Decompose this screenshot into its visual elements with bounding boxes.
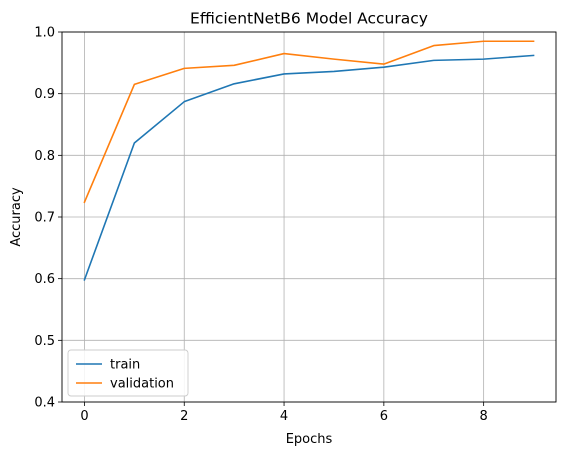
- chart-title: EfficientNetB6 Model Accuracy: [190, 10, 428, 28]
- legend-label-train: train: [110, 358, 140, 373]
- series-line-validation: [83, 40, 535, 204]
- y-tick-label: 0.5: [34, 334, 55, 349]
- series-line-train: [83, 54, 535, 281]
- legend-label-validation: validation: [110, 377, 174, 392]
- x-tick-label: 0: [80, 409, 88, 424]
- y-axis-label: Accuracy: [9, 187, 24, 247]
- y-tick-label: 0.8: [34, 149, 55, 164]
- y-tick-label: 0.7: [34, 211, 55, 226]
- y-tick-label: 0.4: [34, 396, 55, 411]
- x-tick-label: 6: [380, 409, 388, 424]
- legend-box: [67, 349, 189, 397]
- x-tick-label: 4: [280, 409, 288, 424]
- y-tick-label: 0.6: [34, 272, 55, 287]
- axis-ticks: 0 2 4 6 8 0.4 0.5 0.6 0.7 0.8 0.9 1.0: [34, 26, 487, 425]
- series-lines: [83, 40, 535, 281]
- y-tick-label: 0.9: [34, 87, 55, 102]
- y-tick-label: 1.0: [34, 26, 55, 41]
- legend: train validation: [67, 349, 189, 397]
- x-tick-label: 8: [480, 409, 488, 424]
- grid-lines: [62, 31, 556, 403]
- x-axis-label: Epochs: [286, 432, 333, 447]
- x-tick-label: 2: [180, 409, 188, 424]
